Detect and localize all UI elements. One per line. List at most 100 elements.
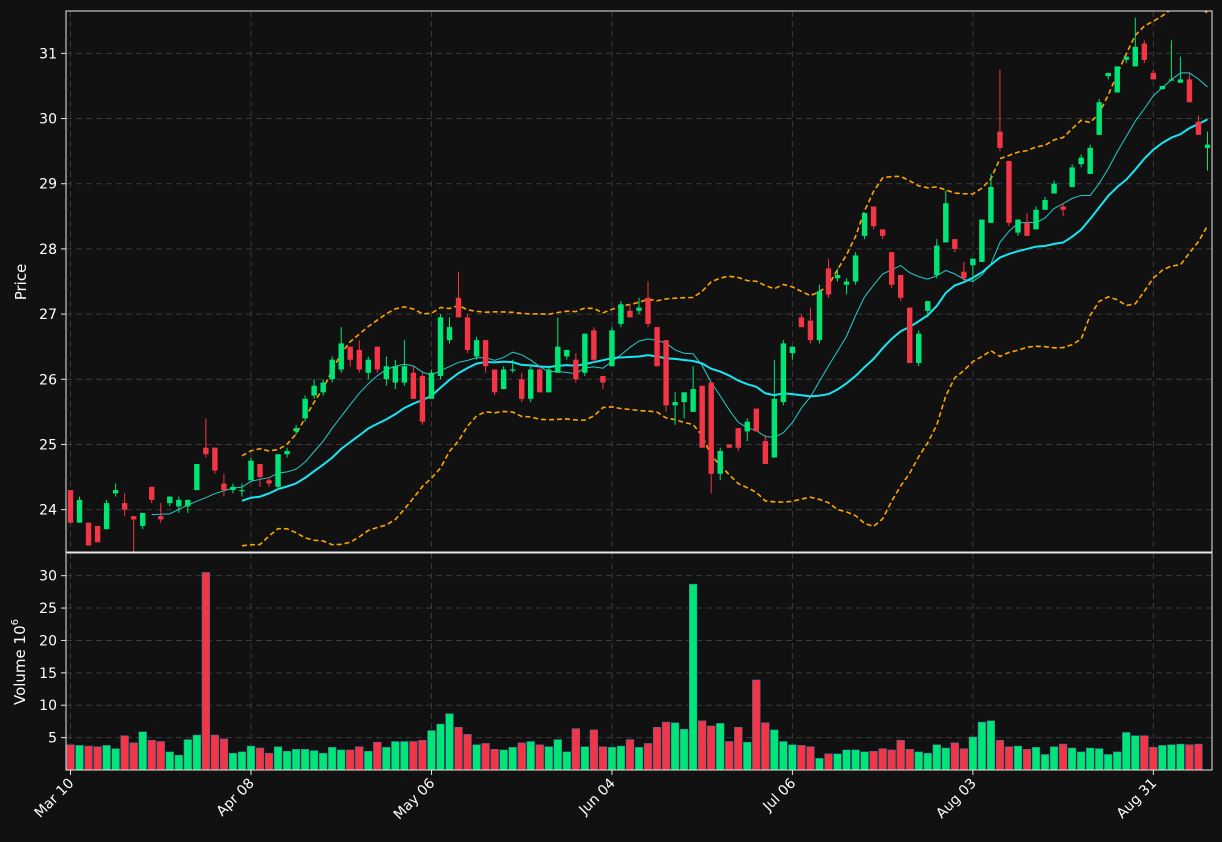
volume-bar <box>472 744 481 771</box>
candle <box>771 359 778 458</box>
candle-body <box>1024 222 1030 236</box>
candle-body <box>320 382 326 393</box>
volume-bar <box>887 749 896 771</box>
candle <box>500 366 507 390</box>
candle <box>149 486 155 504</box>
candle-body <box>239 490 245 492</box>
candle-body <box>509 369 516 371</box>
candle <box>834 268 841 282</box>
volume-bar <box>418 739 427 771</box>
candle-body <box>870 206 877 227</box>
candle <box>374 346 381 373</box>
volume-bar <box>761 722 770 771</box>
volume-bar <box>66 744 75 771</box>
candle-body <box>347 346 353 360</box>
candle <box>600 376 606 390</box>
candle-body <box>482 340 489 367</box>
volume-bar <box>1131 735 1140 771</box>
candle-body <box>1186 79 1193 103</box>
candle <box>762 434 769 465</box>
price-tick-label: 29 <box>39 177 57 193</box>
volume-bar <box>535 744 544 771</box>
candle-body <box>338 343 344 370</box>
volume-bar <box>607 747 617 771</box>
volume-bar <box>1122 732 1131 771</box>
candle <box>85 522 92 546</box>
candle-body <box>1087 147 1093 174</box>
candle-body <box>807 320 814 341</box>
candle <box>699 385 705 448</box>
volume-bar <box>1176 743 1185 771</box>
candle-body <box>681 392 687 403</box>
candle <box>546 366 552 393</box>
candle-body <box>1006 160 1012 223</box>
candle-body <box>1033 209 1039 230</box>
candle-body <box>419 376 426 422</box>
candle <box>455 271 462 318</box>
volume-bar <box>1031 747 1041 771</box>
candle-body <box>257 464 263 478</box>
volume-bar <box>129 742 138 771</box>
volume-bar <box>174 754 183 771</box>
volume-bar <box>1185 744 1194 771</box>
volume-y-ticks: 5 10 15 20 25 30 <box>39 569 66 747</box>
candle-body <box>383 366 390 380</box>
candle <box>185 499 191 513</box>
candle-body <box>248 460 254 481</box>
candle-body <box>600 376 606 383</box>
volume-bar <box>282 750 292 771</box>
candle-body <box>464 317 471 350</box>
candle <box>1042 196 1048 210</box>
candle <box>934 239 940 279</box>
candle <box>645 281 651 328</box>
volume-frame <box>65 552 1213 771</box>
candle <box>816 284 823 344</box>
volume-bar <box>589 729 599 771</box>
price-tick-label: 25 <box>39 437 57 453</box>
candle-body <box>437 317 444 377</box>
volume-bar <box>968 736 978 771</box>
candle <box>753 408 760 432</box>
price-panel: 24 25 26 27 28 29 30 31 Price <box>12 10 1213 553</box>
candle-body <box>275 454 281 487</box>
volume-bar <box>734 726 743 771</box>
volume-bar <box>725 741 734 771</box>
candle-body <box>1132 46 1139 67</box>
volume-bar <box>1140 735 1149 771</box>
candle <box>311 379 317 399</box>
volume-bar <box>391 741 400 771</box>
volume-bar <box>1049 746 1059 771</box>
candle-body <box>943 203 949 243</box>
candle-body <box>1069 167 1075 187</box>
candle-body <box>988 186 994 223</box>
volume-bar <box>770 729 779 771</box>
candle <box>491 369 498 396</box>
candle <box>464 314 471 354</box>
candle-body <box>401 366 408 383</box>
candle-body <box>888 252 895 285</box>
candle-body <box>1015 219 1021 233</box>
candle-body <box>311 385 317 396</box>
volume-bar <box>436 723 445 771</box>
candle <box>1168 40 1175 81</box>
volume-bar <box>896 739 905 771</box>
candle-body <box>293 428 299 432</box>
volume-bar <box>138 731 147 771</box>
volume-bar <box>237 751 247 771</box>
candle-body <box>455 297 462 318</box>
volume-bar <box>598 746 608 771</box>
candle-body <box>365 359 371 373</box>
candle <box>618 301 624 328</box>
candle-body <box>85 522 92 546</box>
volume-bar <box>1040 754 1050 771</box>
candle-body <box>1060 206 1066 210</box>
candle-body <box>176 499 182 507</box>
candle-body <box>636 307 642 311</box>
volume-bar <box>93 746 102 771</box>
volume-bar <box>400 741 409 771</box>
candle-body <box>1195 121 1202 135</box>
candle-body <box>717 450 723 474</box>
candle-body <box>997 131 1003 148</box>
candle-body <box>897 274 904 298</box>
